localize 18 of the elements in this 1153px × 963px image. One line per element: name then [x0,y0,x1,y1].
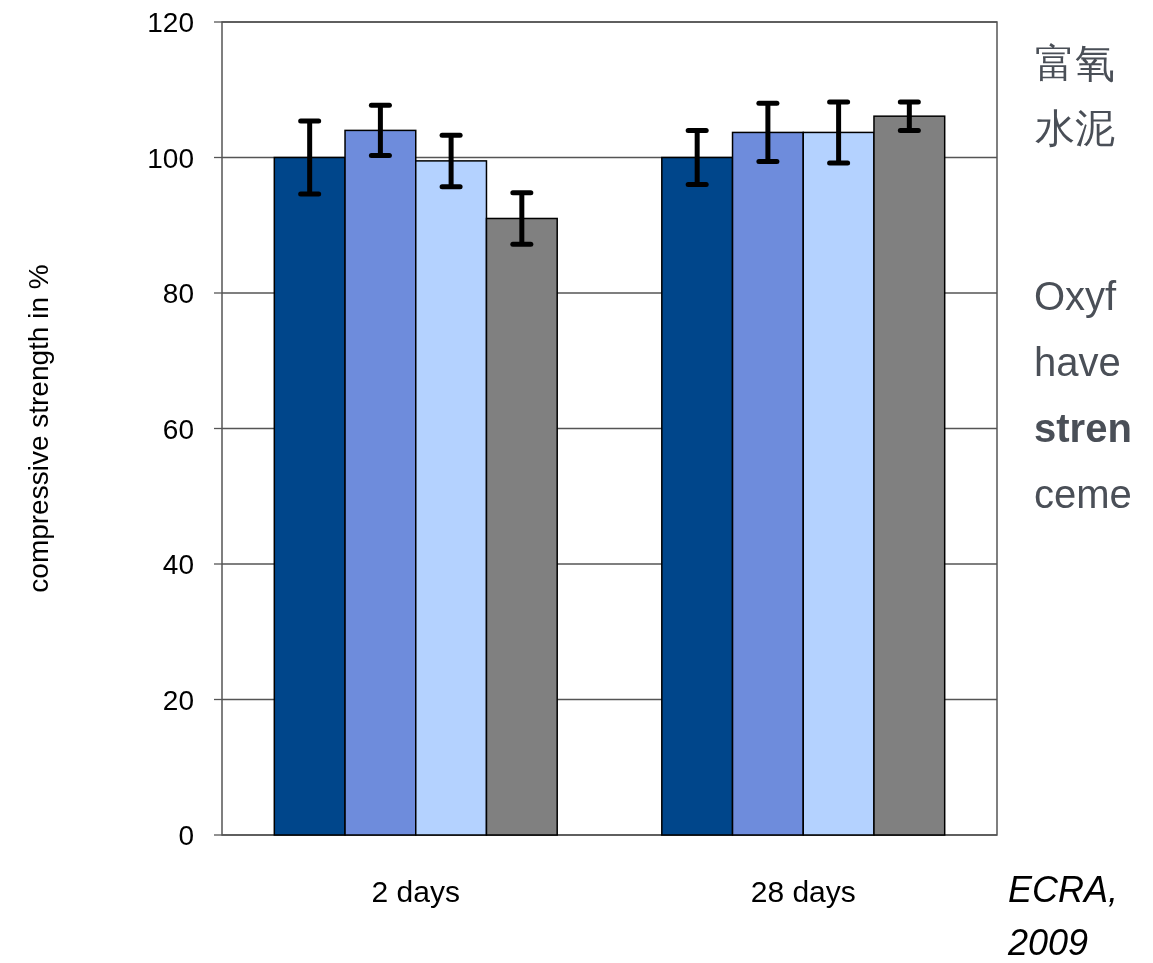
y-tick-label: 20 [162,684,194,716]
text: ECRA, [1008,869,1119,910]
x-tick-label: 28 days [750,875,856,908]
text: 水泥 [1035,106,1115,151]
y-tick-label: 60 [162,413,194,445]
text: have [1034,340,1121,384]
y-axis-title: compressive strength in % [23,264,54,593]
y-tick-label: 80 [162,278,194,309]
text: 富氧 [1035,41,1115,86]
y-tick-label: 40 [162,549,194,580]
y-tick-label: 100 [147,142,194,174]
text: ceme [1034,472,1132,516]
x-tick-label: 2 days [371,875,460,908]
text: stren [1034,406,1132,450]
y-tick-label: 120 [147,7,194,38]
y-tick-label: 0 [178,820,194,851]
text: Oxyf [1034,274,1118,318]
text: 2009 [1007,922,1089,963]
